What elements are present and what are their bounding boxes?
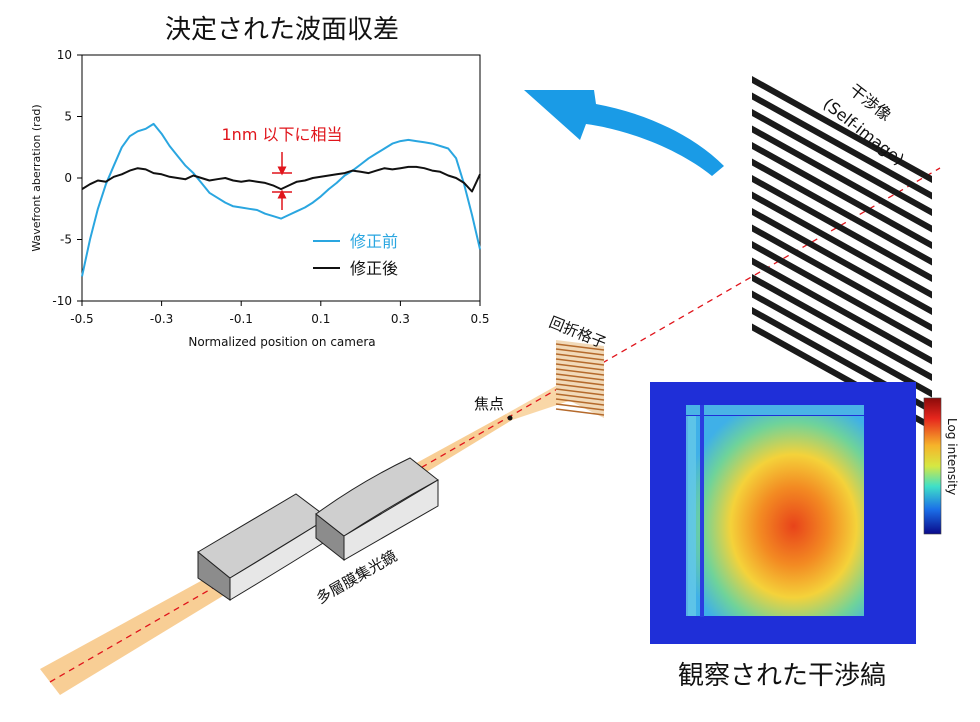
mirror-2-side: [343, 479, 439, 561]
grating-line: [555, 353, 605, 361]
mirror-label: 多層膜集光鏡: [313, 547, 400, 608]
multilayer-mirror-1: [197, 493, 329, 601]
colorbar-gradient: [923, 397, 942, 535]
grating-line: [555, 403, 605, 411]
x-axis-label: Normalized position on camera: [188, 335, 375, 349]
grating-line: [555, 373, 605, 381]
self-image-stripe: [752, 208, 932, 315]
series-layer: [81, 122, 481, 277]
grating-line: [555, 398, 605, 406]
diffraction-grating: [555, 340, 605, 418]
x-tick-label: -0.3: [150, 312, 173, 326]
grating-line: [555, 393, 605, 401]
fringe-title: 観察された干渉縞: [678, 661, 886, 691]
focus-label: 焦点: [474, 395, 504, 413]
blue-arrow: [524, 90, 724, 176]
self-image-stripe: [752, 257, 932, 365]
annotation-text: 1nm 以下に相当: [222, 125, 343, 144]
self-image-stripe: [752, 109, 932, 216]
legend-label-before: 修正前: [350, 232, 398, 251]
grating-line: [555, 378, 605, 386]
plot-title: 決定された波面収差: [165, 15, 399, 45]
self-image-stripe: [752, 241, 932, 348]
x-tick-label: 0.3: [391, 312, 410, 326]
series-line-after: [81, 165, 481, 193]
legend: 修正前 修正後: [313, 232, 398, 278]
y-tick-label: 10: [57, 48, 72, 62]
self-image-stripe: [752, 274, 932, 381]
y-tick-label: 0: [64, 171, 72, 185]
y-tick-label: -5: [60, 233, 72, 247]
grating-line: [555, 383, 605, 391]
grating-line: [555, 358, 605, 366]
grating-line: [555, 368, 605, 376]
fringe-field-left-band: [686, 416, 696, 616]
y-tick-label: -10: [52, 294, 72, 308]
fringe-left-strip: [700, 405, 704, 617]
x-tick-label: 0.5: [470, 312, 489, 326]
multilayer-mirror-2: [315, 457, 439, 562]
self-image-stripes: [752, 76, 932, 431]
grating-line: [555, 363, 605, 371]
fringe-image: [650, 382, 916, 644]
wavefront-chart: 決定された波面収差 -0.5 -0.3 -0.1 0.1 0.3 0.5 10 5 0 -5 -10…: [30, 15, 490, 349]
self-image-stripe: [752, 92, 932, 200]
self-image-stripe: [752, 290, 932, 398]
colorbar-label: Log intensity: [945, 418, 959, 495]
axis-ticks: -0.5 -0.3 -0.1 0.1 0.3 0.5 10 5 0 -5 -10: [52, 48, 489, 326]
grating-line: [555, 388, 605, 396]
self-image-stripe: [752, 125, 932, 233]
x-tick-label: 0.1: [311, 312, 330, 326]
grating-line: [555, 348, 605, 356]
focus-point: [507, 415, 513, 421]
legend-label-after: 修正後: [350, 259, 398, 278]
self-image-stripe: [752, 158, 932, 266]
self-image-stripe: [752, 224, 932, 332]
x-tick-label: -0.5: [70, 312, 93, 326]
y-tick-label: 5: [64, 110, 72, 124]
series-line-before: [81, 122, 481, 277]
y-axis-label: Wavefront aberration (rad): [30, 104, 43, 251]
fringe-field: [688, 416, 864, 616]
colorbar: Log intensity: [923, 397, 959, 535]
self-image-stripe: [752, 142, 932, 249]
self-image-stripe: [752, 191, 932, 299]
grating-line: [555, 343, 605, 351]
x-tick-label: -0.1: [229, 312, 252, 326]
self-image-stripe: [752, 76, 932, 183]
grating-line: [555, 408, 605, 416]
self-image-stripe: [752, 175, 932, 282]
fringe-top-band: [686, 405, 864, 415]
plot-frame: [81, 54, 481, 302]
